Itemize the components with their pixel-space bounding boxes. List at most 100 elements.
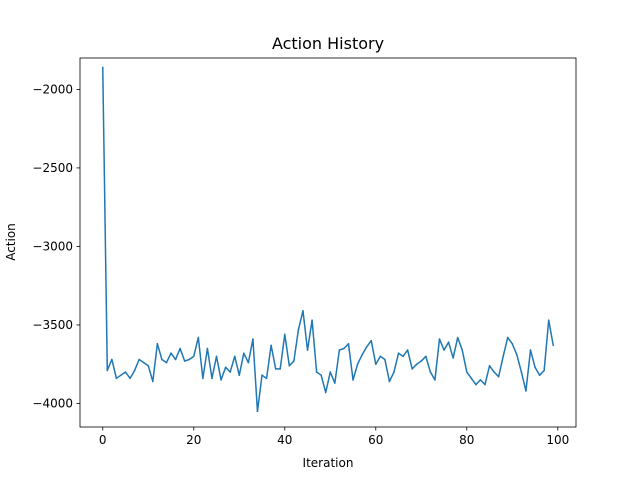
data-point: [434, 379, 436, 381]
data-point: [147, 364, 150, 367]
data-point: [111, 358, 113, 361]
data-point: [283, 333, 286, 336]
data-point: [124, 371, 127, 373]
data-point: [279, 368, 282, 370]
data-point: [338, 349, 341, 351]
data-point: [420, 360, 423, 362]
series-line-0: [102, 67, 554, 413]
plot-area: 0 20 40 60 80 100 −4000 −3500 −3000 −2500 −2000: [32, 57, 577, 447]
data-point: [288, 364, 291, 367]
data-point: [256, 410, 259, 413]
y-tick-label: −3000: [32, 239, 73, 253]
data-point: [411, 368, 413, 370]
data-point: [320, 374, 322, 376]
data-point: [397, 352, 400, 355]
data-point: [538, 374, 541, 376]
data-point: [356, 363, 359, 365]
data-point: [552, 344, 555, 347]
data-point: [274, 368, 277, 370]
data-point: [379, 355, 382, 358]
data-point: [252, 338, 254, 340]
data-point: [174, 358, 177, 361]
data-point: [374, 363, 377, 365]
data-point: [384, 358, 386, 361]
data-point: [493, 371, 495, 373]
axes-frame: [79, 57, 577, 428]
data-point: [511, 342, 514, 345]
data-point: [415, 363, 418, 365]
data-point: [247, 361, 250, 364]
data-point: [188, 358, 191, 361]
data-point: [443, 349, 445, 351]
data-point: [152, 380, 154, 383]
data-point: [429, 371, 432, 373]
data-point: [502, 355, 504, 358]
y-tick-label: −2500: [32, 161, 73, 175]
data-point: [484, 383, 486, 386]
data-point: [238, 374, 241, 376]
data-point: [497, 375, 500, 378]
data-point: [229, 371, 231, 373]
data-point: [183, 360, 186, 362]
data-point: [475, 383, 477, 386]
x-tick-label: 80: [459, 433, 474, 447]
data-point: [547, 319, 550, 322]
data-point: [324, 391, 327, 394]
data-point: [465, 371, 468, 373]
data-point: [402, 355, 404, 358]
data-point: [115, 377, 118, 380]
y-tick-label: −4000: [32, 396, 73, 410]
data-point: [347, 342, 350, 345]
data-point: [302, 310, 304, 312]
data-point: [352, 379, 354, 381]
data-point: [343, 347, 345, 350]
data-point: [479, 379, 482, 381]
data-point: [506, 336, 509, 339]
data-point: [456, 336, 459, 339]
data-point: [133, 369, 136, 372]
data-point: [233, 355, 236, 358]
data-point: [206, 347, 209, 350]
data-point: [120, 374, 122, 376]
data-point: [311, 319, 313, 322]
x-tick-label: 20: [186, 433, 201, 447]
data-point: [543, 369, 545, 372]
x-axis-label: Iteration: [303, 456, 354, 470]
data-point: [516, 353, 518, 356]
data-point: [306, 349, 309, 351]
data-point: [470, 377, 473, 380]
y-tick-label: −2000: [32, 82, 73, 96]
data-point: [329, 371, 332, 373]
y-tick-label: −3500: [32, 318, 73, 332]
data-point: [224, 366, 227, 369]
data-point: [220, 379, 222, 381]
chart-title: Action History: [272, 34, 384, 53]
data-point: [520, 371, 523, 373]
data-point: [202, 377, 204, 380]
x-tick-label: 100: [546, 433, 569, 447]
data-point: [138, 358, 140, 361]
data-point: [461, 349, 464, 351]
data-point: [452, 357, 454, 359]
data-point: [447, 341, 450, 344]
data-point: [334, 382, 336, 384]
data-point: [215, 355, 218, 358]
data-point: [129, 377, 131, 380]
data-point: [525, 390, 527, 392]
data-point: [106, 369, 109, 372]
data-point: [179, 347, 181, 350]
data-point: [161, 358, 163, 361]
data-point: [270, 344, 272, 347]
data-point: [293, 360, 295, 362]
data-point: [192, 355, 195, 358]
x-tick-label: 60: [368, 433, 383, 447]
data-point: [370, 339, 373, 342]
data-point: [534, 366, 536, 369]
x-tick-label: 0: [99, 433, 107, 447]
data-point: [361, 353, 363, 356]
data-point: [165, 361, 168, 364]
data-point: [529, 349, 532, 351]
data-point: [142, 361, 145, 364]
